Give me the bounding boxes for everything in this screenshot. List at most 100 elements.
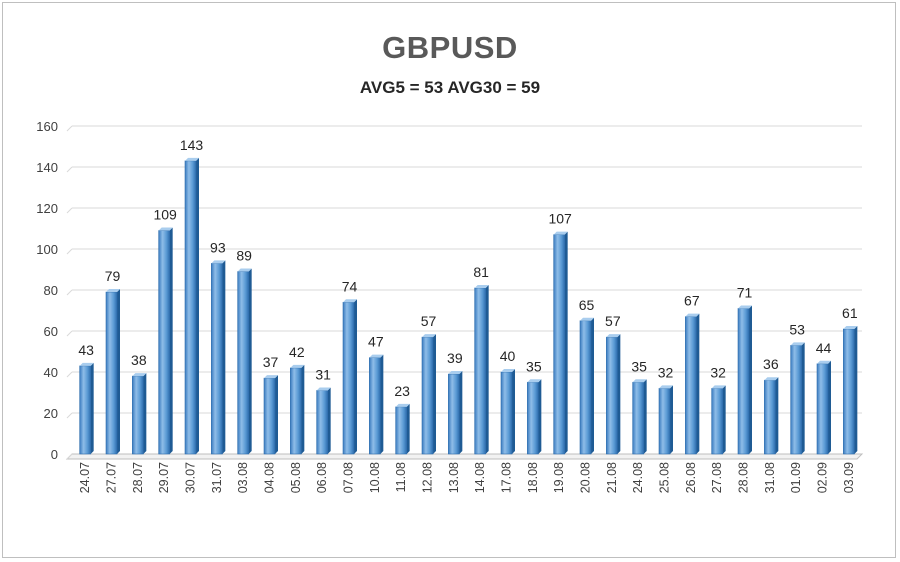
bar-top xyxy=(474,284,489,288)
bar-side xyxy=(670,385,673,454)
bar-top xyxy=(316,387,331,391)
bar-side xyxy=(643,379,647,454)
bar-side xyxy=(722,385,726,454)
bar xyxy=(79,362,94,455)
bar-top xyxy=(132,373,147,377)
bar-side xyxy=(354,299,357,454)
gridline-depth xyxy=(66,453,73,460)
x-tick-label: 24.07 xyxy=(78,462,92,493)
bar-side xyxy=(433,334,436,454)
bar-top xyxy=(422,334,436,338)
bar-top xyxy=(817,360,831,364)
x-tick-label: 27.07 xyxy=(105,462,119,493)
bar xyxy=(711,385,726,455)
x-tick-label: 20.08 xyxy=(579,462,593,493)
bar-front xyxy=(816,363,829,455)
bar xyxy=(790,342,805,455)
data-label: 43 xyxy=(78,342,94,358)
bar-top xyxy=(685,313,700,317)
bar-top xyxy=(211,260,226,264)
bar xyxy=(290,364,305,455)
bar-top xyxy=(580,317,594,321)
gridline-depth xyxy=(66,207,73,214)
bar xyxy=(474,284,489,455)
bar xyxy=(579,317,594,455)
x-axis-labels: 24.07 27.07 28.07 29.07 30.07 31.07 03.08 04.08… xyxy=(78,462,856,493)
data-label: 143 xyxy=(180,137,204,153)
data-label: 35 xyxy=(631,358,647,374)
gridline-depth xyxy=(66,330,73,337)
bar xyxy=(421,334,436,455)
bar-front xyxy=(474,287,486,455)
bar-top xyxy=(527,379,542,383)
bar xyxy=(527,379,542,455)
gridline-depth xyxy=(66,412,73,419)
bar-front xyxy=(737,308,750,455)
data-label: 36 xyxy=(763,356,779,372)
bar-front xyxy=(764,379,776,455)
x-tick-label: 14.08 xyxy=(473,462,487,493)
bar-front xyxy=(711,388,723,455)
x-tick-label: 18.08 xyxy=(526,462,540,493)
data-label: 81 xyxy=(473,264,489,280)
bars xyxy=(79,157,858,455)
bar-front xyxy=(342,301,355,455)
bar-top xyxy=(290,364,305,368)
x-tick-label: 24.08 xyxy=(631,462,645,493)
data-label: 35 xyxy=(526,358,542,374)
bar-top xyxy=(843,325,858,329)
bar-side xyxy=(169,227,173,454)
y-tick-label: 40 xyxy=(44,365,58,380)
data-label: 107 xyxy=(548,211,572,227)
bar-front xyxy=(500,371,513,455)
bar-front xyxy=(79,365,91,455)
x-tick-label: 19.08 xyxy=(552,462,566,493)
data-label: 109 xyxy=(153,207,177,223)
y-tick-label: 0 xyxy=(51,447,58,462)
bar xyxy=(237,268,252,455)
bar xyxy=(342,299,357,455)
y-tick-label: 160 xyxy=(36,119,58,134)
bar-top xyxy=(343,299,357,303)
data-label: 61 xyxy=(842,305,858,321)
x-tick-label: 01.09 xyxy=(789,462,803,493)
y-tick-label: 20 xyxy=(44,406,58,421)
x-tick-label: 27.08 xyxy=(710,462,724,493)
bar xyxy=(685,313,700,455)
bar-side xyxy=(222,260,226,454)
bar-front xyxy=(132,375,144,455)
bar xyxy=(316,387,331,455)
bar xyxy=(764,377,779,455)
chart-title: GBPUSD xyxy=(382,30,518,65)
data-labels: 43 79 38 109 143 93 89 37 42 31 74 47 23 57 39 81 40 35 10… xyxy=(78,137,857,399)
data-label: 39 xyxy=(447,350,463,366)
bar xyxy=(632,379,647,455)
data-label: 71 xyxy=(737,284,753,300)
bar xyxy=(843,325,858,455)
x-tick-label: 13.08 xyxy=(447,462,461,493)
x-tick-label: 02.09 xyxy=(816,462,830,493)
bar-side xyxy=(380,354,384,454)
bar-top xyxy=(553,231,568,235)
bar-side xyxy=(143,373,147,454)
gridline-depth xyxy=(66,166,73,173)
bar-side xyxy=(591,317,594,454)
bar-front xyxy=(448,373,460,455)
bar xyxy=(263,375,278,455)
bar-top xyxy=(448,371,463,375)
bar xyxy=(395,403,410,455)
y-axis-ticks: 0 20 40 60 80 100 120 140 160 xyxy=(36,119,58,462)
bar-side xyxy=(301,364,305,454)
bar-top xyxy=(395,403,410,407)
bar-front xyxy=(527,381,539,455)
bar-top xyxy=(158,227,173,231)
bar-side xyxy=(617,334,621,454)
bar-side xyxy=(248,268,252,454)
bar xyxy=(158,227,173,455)
bar-side xyxy=(117,289,120,454)
bar-top xyxy=(185,157,199,161)
bar-side xyxy=(275,375,278,454)
bar-front xyxy=(685,316,697,455)
bar xyxy=(658,385,673,455)
